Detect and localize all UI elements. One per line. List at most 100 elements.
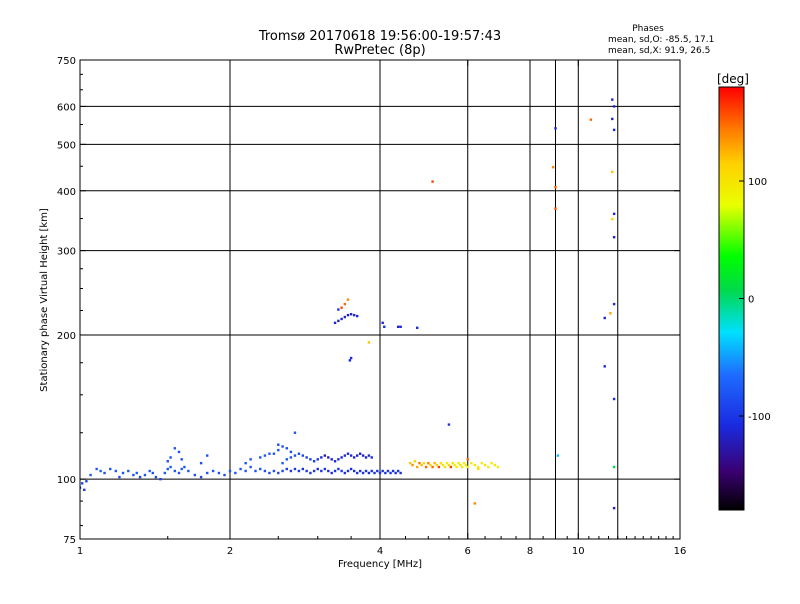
- colorbar-unit-label: [deg]: [717, 72, 749, 86]
- colorbar-ticks: 100 0 -100: [739, 177, 771, 423]
- echo-point: [455, 465, 458, 469]
- echo-point: [272, 452, 276, 455]
- echo-point: [143, 473, 147, 477]
- echo-point: [396, 469, 400, 473]
- echo-point: [589, 118, 593, 121]
- echo-point: [337, 458, 340, 461]
- echo-point: [205, 454, 209, 457]
- echo-point: [399, 325, 402, 329]
- echo-point: [281, 469, 284, 473]
- echo-point: [285, 447, 288, 450]
- echo-point: [352, 469, 356, 473]
- echo-point: [289, 469, 293, 473]
- echo-point: [330, 458, 333, 461]
- echo-point: [383, 325, 386, 329]
- echo-point: [464, 463, 468, 467]
- echo-point: [367, 471, 371, 475]
- echo-point: [249, 458, 252, 461]
- y-tick-label: 75: [63, 535, 76, 546]
- echo-point: [180, 467, 183, 471]
- echo-point: [159, 477, 162, 481]
- echo-point: [148, 469, 151, 473]
- echo-point: [433, 461, 436, 465]
- echo-point: [83, 488, 86, 492]
- y-tick-label: 600: [57, 102, 76, 113]
- echo-point: [228, 469, 232, 473]
- echo-point: [320, 456, 323, 459]
- echo-point: [457, 461, 460, 465]
- x-tick-label: 8: [527, 546, 533, 557]
- y-tick-label: 400: [57, 187, 76, 198]
- echo-point: [352, 456, 356, 459]
- echo-point: [268, 471, 271, 475]
- echo-point: [612, 128, 616, 132]
- echo-point: [358, 469, 362, 473]
- y-tick-label: 500: [57, 140, 76, 151]
- echo-point: [223, 473, 226, 477]
- echo-point: [193, 473, 197, 477]
- echo-point: [80, 482, 84, 485]
- x-axis-label: Frequency [MHz]: [338, 559, 422, 570]
- echo-point: [337, 308, 340, 311]
- echo-point: [138, 475, 142, 479]
- echo-point: [99, 469, 102, 473]
- echo-point: [461, 465, 464, 469]
- echo-point: [612, 302, 616, 306]
- echo-point: [449, 465, 453, 469]
- echo-point: [259, 456, 262, 459]
- echo-point: [609, 312, 612, 315]
- echo-point: [297, 452, 301, 455]
- echo-point: [166, 467, 169, 471]
- echo-point: [183, 465, 186, 469]
- echo-point: [453, 463, 456, 467]
- echo-point: [333, 460, 337, 463]
- echo-point: [459, 463, 462, 467]
- echo-point: [612, 397, 616, 401]
- echo-point: [312, 469, 316, 473]
- x-tick-label: 16: [674, 546, 687, 557]
- echo-point: [477, 467, 480, 471]
- echo-point: [346, 469, 350, 473]
- y-tick-label: 100: [57, 475, 76, 486]
- stats-title: Phases: [632, 24, 664, 34]
- echo-point: [376, 469, 379, 473]
- echo-point: [554, 185, 557, 189]
- echo-point: [103, 471, 106, 475]
- x-tick-label: 1: [77, 546, 83, 557]
- echo-point: [89, 473, 92, 477]
- echo-point: [293, 431, 297, 434]
- echo-point: [554, 127, 557, 130]
- echo-point: [355, 454, 359, 457]
- echo-point: [367, 454, 371, 457]
- echo-point: [391, 469, 395, 473]
- echo-point: [431, 465, 434, 469]
- echo-point: [409, 461, 412, 465]
- echo-point: [277, 443, 280, 446]
- colorbar-tick-label: -100: [748, 412, 771, 423]
- echo-point: [473, 502, 477, 505]
- echo-point: [349, 356, 353, 360]
- y-tick-label: 200: [57, 331, 76, 342]
- echo-point: [394, 471, 397, 475]
- echo-point: [612, 235, 616, 239]
- echo-point: [277, 448, 280, 452]
- echo-point: [323, 454, 327, 457]
- echo-point: [199, 461, 203, 465]
- echo-point: [352, 313, 356, 317]
- x-tick-label: 6: [465, 546, 471, 557]
- echo-point: [493, 463, 497, 467]
- echo-point: [364, 456, 368, 459]
- echo-point: [358, 452, 362, 455]
- echo-point: [297, 469, 301, 473]
- echo-point: [431, 180, 434, 183]
- echo-point: [384, 471, 387, 475]
- echo-point: [346, 313, 350, 317]
- colorbar-tick-label: 100: [748, 177, 767, 188]
- echo-point: [154, 475, 158, 479]
- y-axis: 75 100 200 300 400 500 600 750: [57, 56, 680, 546]
- chart-title: Tromsø 20170618 19:56:00-19:57:43: [258, 29, 501, 44]
- echo-point: [611, 217, 614, 221]
- echo-point: [333, 469, 337, 473]
